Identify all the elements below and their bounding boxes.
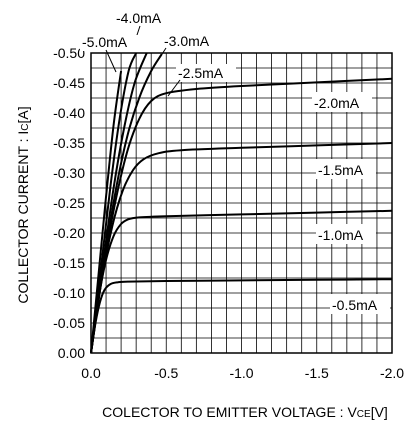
- y-tick-label: -0.20: [53, 225, 85, 241]
- y-tick-label: 0.00: [58, 345, 85, 361]
- curve-label-background: [114, 11, 172, 27]
- y-tick-label: -0.30: [53, 165, 85, 181]
- curve-label-leader: [152, 47, 167, 69]
- curve-label: -4.0mA: [116, 10, 162, 26]
- series-line: [90, 142, 393, 354]
- x-tick-label: 0.0: [81, 365, 101, 381]
- curve-label: -3.0mA: [164, 33, 210, 49]
- y-tick-label: -0.35: [53, 135, 85, 151]
- plot-frame: [90, 52, 393, 354]
- curve-label-background: [80, 35, 138, 51]
- curve-label-background: [330, 294, 390, 314]
- curve-label: -0.5mA: [332, 297, 378, 313]
- y-tick-label: -0.25: [53, 195, 85, 211]
- curve-label: -5.0mA: [82, 34, 128, 50]
- y-tick-label: -0.50: [53, 45, 85, 61]
- y-tick-label: -0.40: [53, 105, 85, 121]
- y-tick-label: -0.05: [53, 315, 85, 331]
- curve-label: -2.0mA: [314, 95, 360, 111]
- x-tick-label: -1.5: [305, 365, 329, 381]
- y-tick-label: -0.45: [53, 75, 85, 91]
- x-tick-label: -0.5: [154, 365, 178, 381]
- curve-label: -1.5mA: [318, 162, 364, 178]
- curve-label: -2.5mA: [178, 65, 224, 81]
- y-tick-label: -0.15: [53, 255, 85, 271]
- series-line: [90, 52, 148, 354]
- curve-label-background: [176, 64, 236, 82]
- x-axis-label: COLECTOR TO EMITTER VOLTAGE : VCE[V]: [102, 404, 388, 420]
- curve-label-leader: [167, 79, 181, 97]
- curve-label-background: [316, 224, 376, 244]
- curve-label-background: [312, 92, 372, 112]
- curve-layer: [90, 52, 393, 354]
- x-tick-label: -2.0: [380, 365, 404, 381]
- curve-label-leader: [105, 49, 117, 73]
- y-axis-label: COLLECTOR CURRENT : IC[A]: [15, 106, 31, 303]
- series-line: [90, 52, 138, 354]
- curve-label-background: [162, 34, 220, 50]
- tick-labels: 0.0 -0.5 -1.0 -1.5 -2.0 0.00 -0.05 -0.10 -0.15 -0…: [53, 45, 404, 381]
- curve-label: -1.0mA: [318, 227, 364, 243]
- y-tick-label: -0.10: [53, 285, 85, 301]
- curve-label-background: [316, 159, 376, 179]
- series-line: [90, 70, 123, 354]
- x-tick-label: -1.0: [229, 365, 253, 381]
- curve-labels: -0.5mA -1.0mA -1.5mA -2.0mA -2.5mA -3.0mA-4.0…: [80, 10, 390, 314]
- series-line: [90, 278, 393, 354]
